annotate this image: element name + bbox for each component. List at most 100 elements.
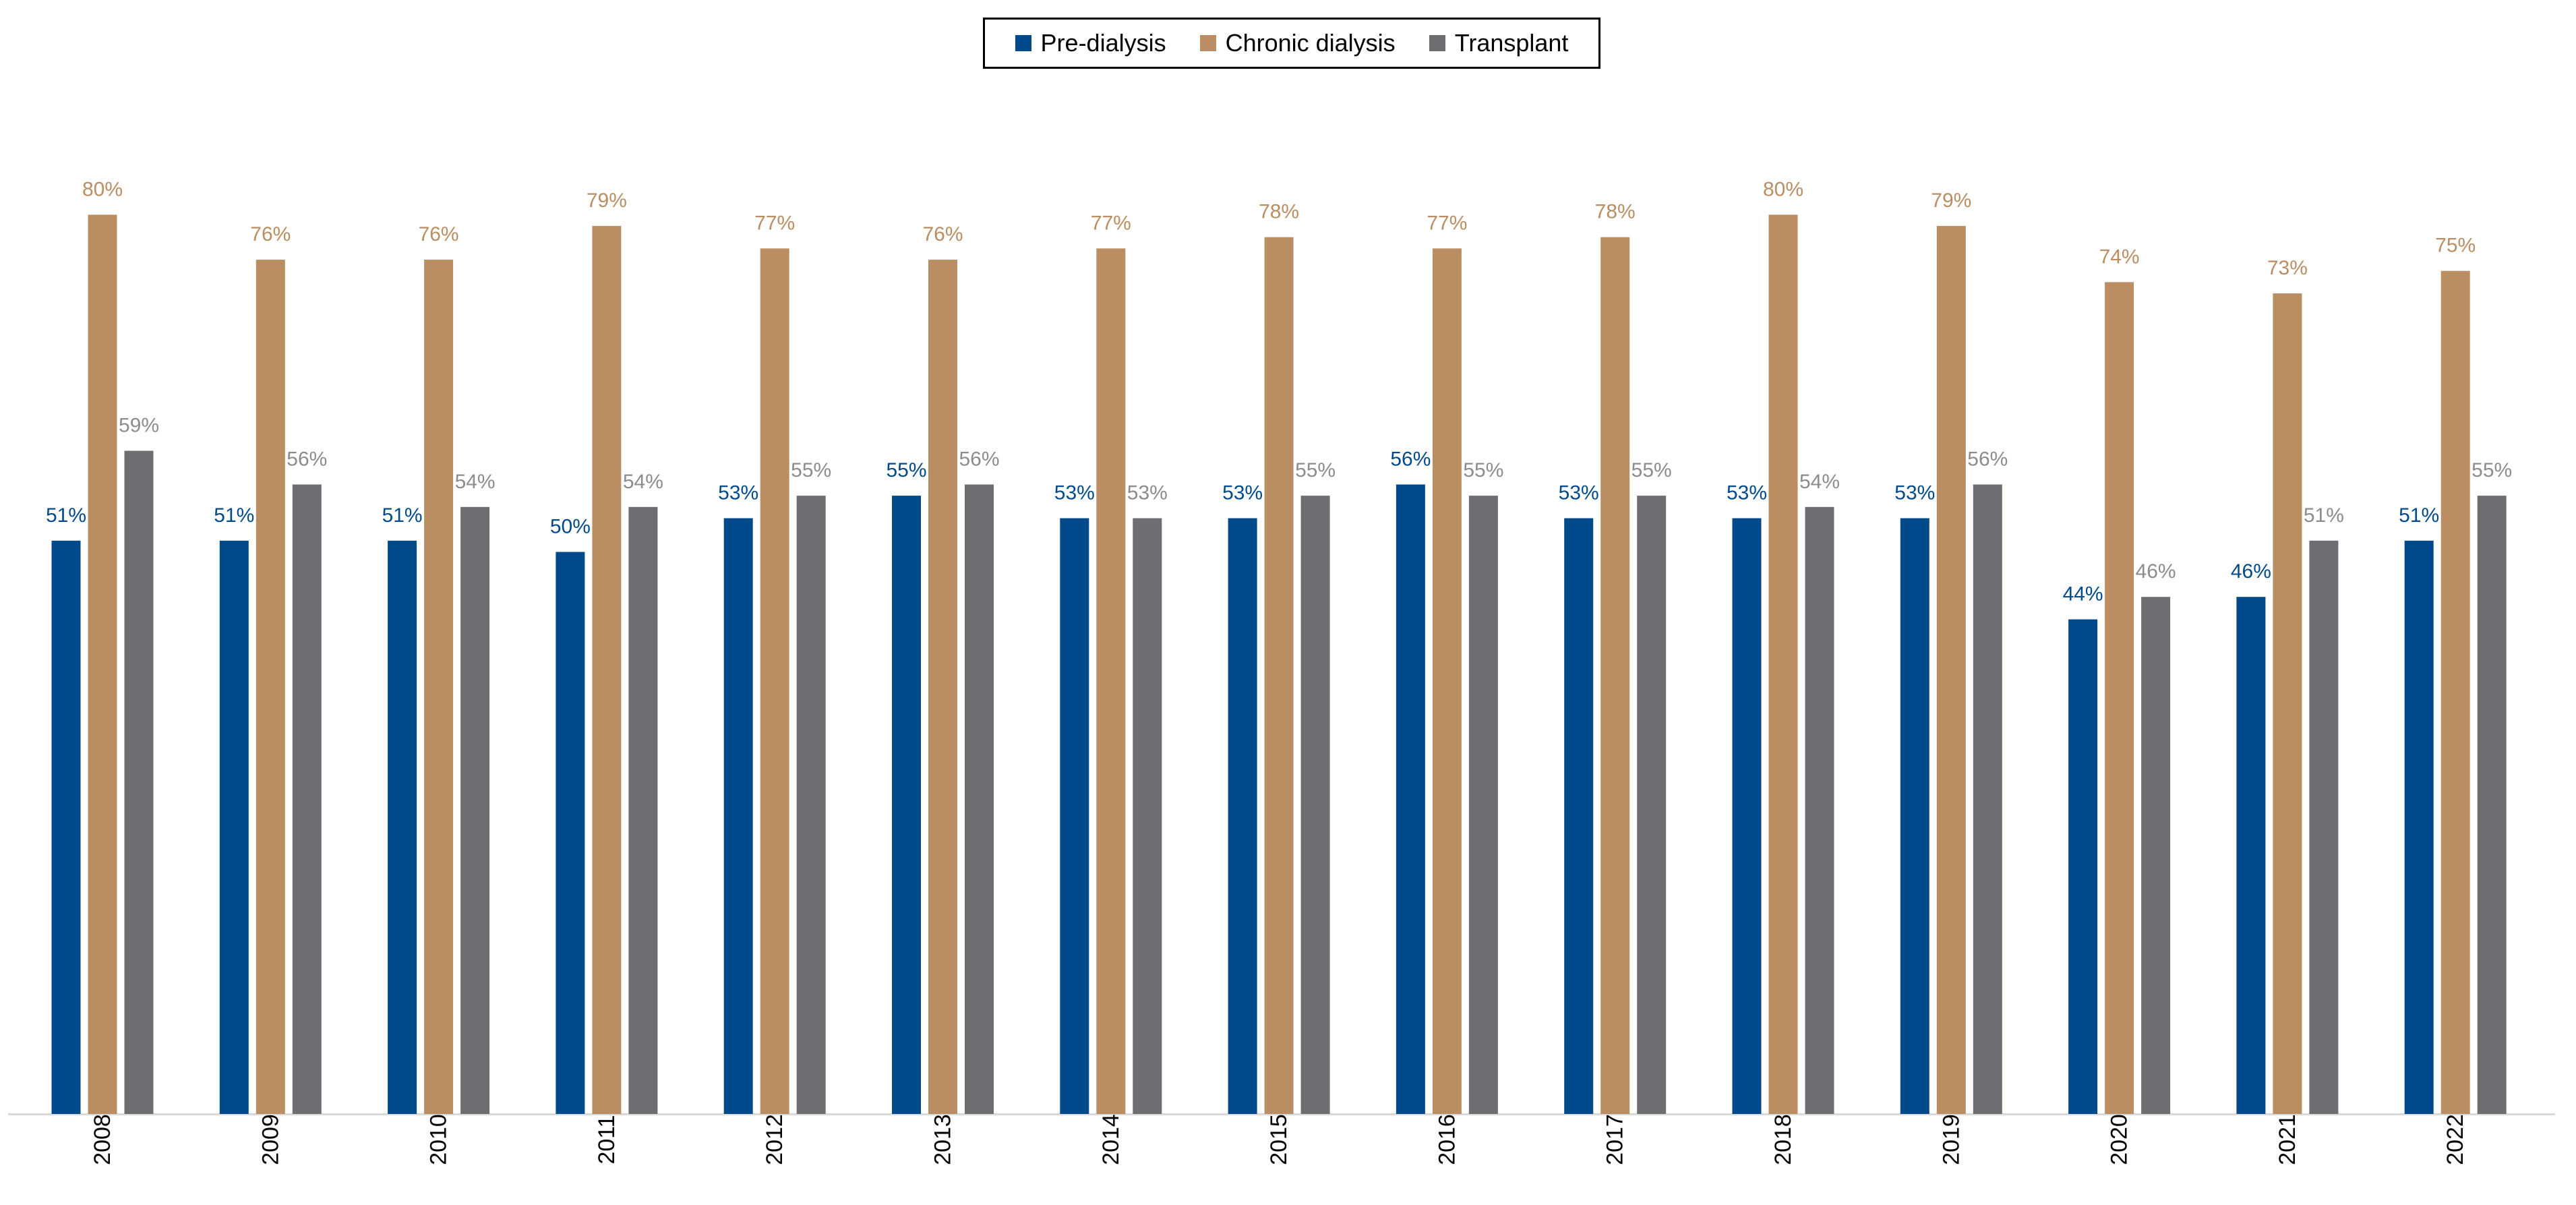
bar-transplant-2011 — [628, 506, 658, 1114]
data-label-chronic-dialysis-2015: 78% — [1259, 201, 1299, 223]
bar-chronic-dialysis-2018 — [1768, 214, 1798, 1114]
x-tick-label-2009: 2009 — [258, 1114, 283, 1165]
bar-chronic-dialysis-2019 — [1936, 226, 1966, 1115]
legend-swatch-chronic-dialysis — [1199, 35, 1216, 51]
data-label-pre-dialysis-2016: 56% — [1390, 448, 1431, 471]
x-tick-label-2021: 2021 — [2275, 1114, 2300, 1165]
legend-item-chronic-dialysis: Chronic dialysis — [1199, 29, 1396, 57]
data-label-pre-dialysis-2022: 51% — [2399, 504, 2439, 527]
bar-transplant-2018 — [1805, 506, 1834, 1114]
x-tick-label-2014: 2014 — [1098, 1114, 1124, 1165]
data-label-transplant-2011: 54% — [623, 471, 663, 493]
data-label-transplant-2018: 54% — [1799, 471, 1840, 493]
bar-chronic-dialysis-2020 — [2105, 282, 2134, 1114]
data-label-transplant-2020: 46% — [2136, 560, 2176, 583]
data-label-pre-dialysis-2019: 53% — [1894, 482, 1935, 504]
bar-pre-dialysis-2020 — [2068, 619, 2098, 1114]
data-label-pre-dialysis-2014: 53% — [1054, 482, 1095, 504]
bar-transplant-2008 — [124, 450, 154, 1114]
bar-transplant-2017 — [1637, 496, 1667, 1114]
bar-chronic-dialysis-2017 — [1600, 237, 1630, 1115]
x-tick-label-2013: 2013 — [930, 1114, 956, 1165]
bar-pre-dialysis-2008 — [51, 540, 81, 1114]
data-label-chronic-dialysis-2009: 76% — [250, 223, 291, 245]
data-label-chronic-dialysis-2013: 76% — [922, 223, 963, 245]
data-label-chronic-dialysis-2012: 77% — [754, 212, 795, 234]
bar-chronic-dialysis-2011 — [592, 226, 622, 1115]
data-label-transplant-2017: 55% — [1631, 459, 1672, 481]
legend-swatch-transplant — [1429, 35, 1445, 51]
legend-label-pre-dialysis: Pre-dialysis — [1040, 29, 1166, 57]
data-label-pre-dialysis-2008: 51% — [46, 504, 86, 527]
data-label-chronic-dialysis-2010: 76% — [419, 223, 459, 245]
data-label-pre-dialysis-2015: 53% — [1222, 482, 1263, 504]
data-label-pre-dialysis-2021: 46% — [2231, 560, 2271, 583]
bar-pre-dialysis-2017 — [1564, 518, 1594, 1114]
bar-transplant-2021 — [2309, 540, 2339, 1114]
legend-item-pre-dialysis: Pre-dialysis — [1015, 29, 1166, 57]
x-tick-label-2015: 2015 — [1266, 1114, 1292, 1165]
data-label-pre-dialysis-2012: 53% — [718, 482, 758, 504]
data-label-pre-dialysis-2018: 53% — [1727, 482, 1767, 504]
data-label-transplant-2022: 55% — [2472, 459, 2512, 481]
bar-transplant-2020 — [2141, 597, 2171, 1114]
bar-chronic-dialysis-2014 — [1096, 248, 1126, 1114]
legend-swatch-pre-dialysis — [1015, 35, 1031, 51]
data-label-transplant-2014: 53% — [1127, 482, 1168, 504]
bar-pre-dialysis-2014 — [1060, 518, 1089, 1114]
bar-pre-dialysis-2021 — [2236, 597, 2266, 1114]
data-label-chronic-dialysis-2021: 73% — [2267, 257, 2308, 279]
bar-pre-dialysis-2011 — [556, 552, 585, 1114]
bar-transplant-2009 — [292, 484, 322, 1114]
data-label-transplant-2016: 55% — [1463, 459, 1503, 481]
legend-label-transplant: Transplant — [1454, 29, 1569, 57]
bar-chronic-dialysis-2009 — [256, 260, 285, 1115]
bar-transplant-2014 — [1133, 518, 1162, 1114]
x-tick-label-2016: 2016 — [1434, 1114, 1460, 1165]
bar-pre-dialysis-2013 — [892, 496, 921, 1114]
legend-item-transplant: Transplant — [1429, 29, 1569, 57]
x-tick-label-2012: 2012 — [762, 1114, 787, 1165]
data-label-transplant-2009: 56% — [287, 448, 327, 471]
x-tick-label-2022: 2022 — [2443, 1114, 2468, 1165]
bar-transplant-2015 — [1300, 496, 1330, 1114]
x-tick-label-2008: 2008 — [90, 1114, 115, 1165]
bar-transplant-2013 — [965, 484, 994, 1114]
data-label-transplant-2012: 55% — [791, 459, 831, 481]
data-label-pre-dialysis-2020: 44% — [2063, 583, 2103, 606]
bar-pre-dialysis-2012 — [723, 518, 753, 1114]
data-label-chronic-dialysis-2011: 79% — [587, 189, 627, 212]
data-label-chronic-dialysis-2019: 79% — [1931, 189, 1971, 212]
data-label-transplant-2010: 54% — [455, 471, 496, 493]
data-label-pre-dialysis-2011: 50% — [550, 516, 591, 538]
bar-transplant-2010 — [460, 506, 490, 1114]
x-tick-label-2020: 2020 — [2107, 1114, 2132, 1165]
data-label-chronic-dialysis-2008: 80% — [82, 178, 123, 200]
x-tick-label-2011: 2011 — [594, 1115, 620, 1164]
chart-legend: Pre-dialysis Chronic dialysis Transplant — [983, 18, 1600, 69]
data-label-transplant-2021: 51% — [2304, 504, 2344, 527]
data-label-transplant-2008: 59% — [119, 415, 159, 437]
bar-chronic-dialysis-2013 — [928, 260, 957, 1115]
data-label-chronic-dialysis-2018: 80% — [1763, 178, 1803, 200]
data-label-pre-dialysis-2013: 55% — [886, 459, 926, 481]
bar-pre-dialysis-2022 — [2404, 540, 2434, 1114]
bar-chronic-dialysis-2022 — [2440, 270, 2470, 1115]
bar-chronic-dialysis-2021 — [2273, 293, 2302, 1115]
bar-transplant-2019 — [1973, 484, 2002, 1114]
bar-pre-dialysis-2019 — [1900, 518, 1929, 1114]
bar-pre-dialysis-2018 — [1732, 518, 1762, 1114]
data-label-chronic-dialysis-2022: 75% — [2435, 235, 2476, 257]
bar-pre-dialysis-2016 — [1396, 484, 1425, 1114]
data-label-transplant-2019: 56% — [1967, 448, 2008, 471]
bar-pre-dialysis-2009 — [219, 540, 249, 1114]
bar-transplant-2016 — [1468, 496, 1498, 1114]
data-label-pre-dialysis-2010: 51% — [382, 504, 423, 527]
bar-chronic-dialysis-2012 — [760, 248, 789, 1114]
data-label-chronic-dialysis-2014: 77% — [1091, 212, 1131, 234]
bar-pre-dialysis-2015 — [1228, 518, 1257, 1114]
x-tick-label-2017: 2017 — [1602, 1114, 1628, 1165]
x-tick-label-2019: 2019 — [1938, 1114, 1964, 1165]
bar-transplant-2012 — [796, 496, 826, 1114]
